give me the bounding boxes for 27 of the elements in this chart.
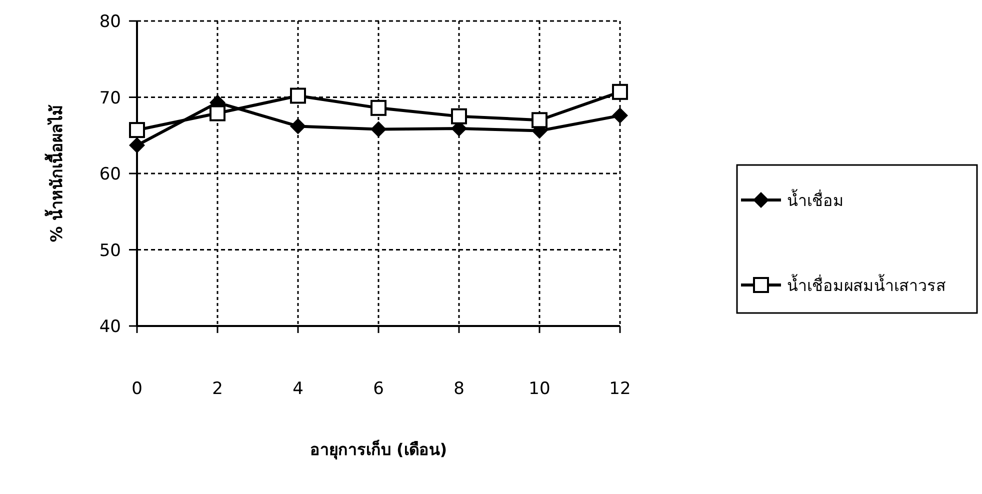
point	[370, 121, 386, 138]
x-tick-label: 10	[528, 379, 550, 399]
point	[532, 112, 548, 128]
y-tick-label: 40	[99, 317, 121, 337]
y-tick-label: 50	[99, 240, 121, 261]
point	[612, 108, 628, 124]
point	[370, 100, 386, 116]
x-tick-label: 0	[132, 379, 142, 399]
point	[210, 105, 226, 122]
point	[451, 108, 467, 124]
y-tick-label: 60	[99, 164, 121, 184]
y-axis-title: % น้ำหนักเนื้อผลไม้	[44, 104, 66, 242]
x-tick-label: 6	[373, 379, 384, 399]
legend-label: น้ำเชื่อม	[787, 189, 844, 210]
legend-label: น้ำเชื่อมผสมน้ำเสาวรส	[787, 274, 946, 295]
y-tick-label: 80	[99, 12, 121, 32]
point	[129, 122, 145, 138]
point	[612, 84, 628, 100]
point	[129, 137, 145, 154]
x-axis-title: อายุการเก็บ (เดือน)	[310, 438, 448, 460]
x-tick-label: 8	[454, 379, 464, 399]
point	[290, 88, 306, 104]
point	[290, 118, 306, 134]
x-tick-label: 2	[212, 379, 223, 399]
x-tick-label: 4	[292, 379, 304, 399]
y-tick-label: 70	[99, 88, 121, 108]
x-tick-label: 12	[609, 379, 631, 399]
